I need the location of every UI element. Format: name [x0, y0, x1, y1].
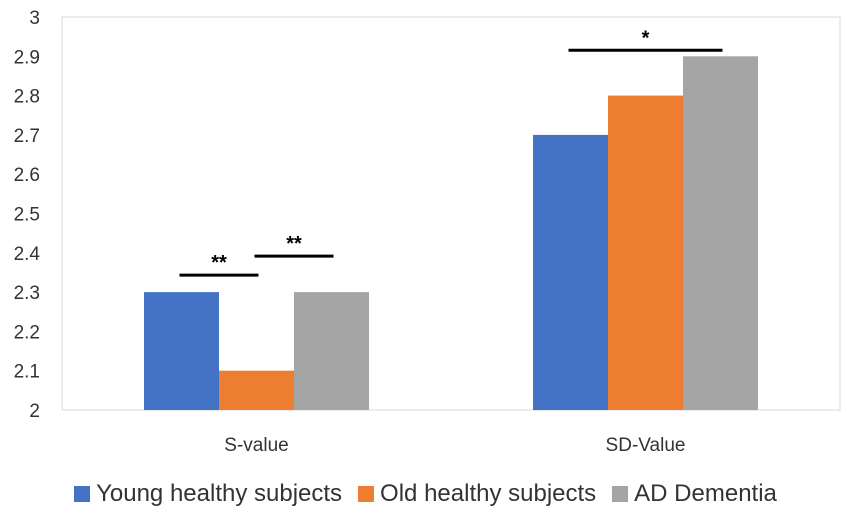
- y-tick-label: 2.8: [14, 87, 40, 108]
- legend-label-old: Old healthy subjects: [380, 480, 597, 507]
- bar: [608, 95, 683, 410]
- x-axis: S-value SD-Value: [224, 435, 685, 456]
- y-tick-label: 2.1: [14, 362, 40, 383]
- bar: [533, 134, 608, 410]
- y-tick-label: 3: [29, 8, 40, 29]
- bar: [219, 370, 294, 410]
- bar: [144, 292, 219, 410]
- legend-label-young: Young healthy subjects: [96, 480, 343, 507]
- bars: [144, 56, 758, 411]
- significance-annotations: *****: [179, 27, 723, 277]
- y-tick-label: 2.9: [14, 47, 40, 68]
- y-tick-label: 2.7: [14, 126, 40, 147]
- y-tick-label: 2.2: [14, 322, 40, 343]
- legend-swatch-ad: [612, 486, 629, 502]
- x-category-label: S-value: [224, 435, 288, 456]
- y-tick-label: 2.6: [14, 165, 40, 186]
- legend-item-ad: AD Dementia: [612, 480, 777, 508]
- legend-item-old: Old healthy subjects: [358, 480, 596, 508]
- x-category-label: SD-Value: [606, 435, 686, 456]
- legend-label-ad: AD Dementia: [634, 480, 777, 507]
- y-tick-label: 2: [29, 401, 40, 422]
- legend-swatch-young: [74, 486, 91, 502]
- bar: [294, 292, 369, 410]
- y-tick-label: 2.5: [14, 205, 40, 226]
- y-tick-label: 2.3: [14, 283, 40, 304]
- legend-item-young: Young healthy subjects: [74, 480, 342, 508]
- bar: [683, 56, 758, 411]
- legend: Young healthy subjects Old healthy subje…: [0, 480, 851, 508]
- y-axis: 2 2.1 2.2 2.3 2.4 2.5 2.6 2.7 2.8 2.9 3: [14, 8, 41, 422]
- significance-label: **: [211, 252, 227, 274]
- significance-label: *: [642, 27, 650, 49]
- y-tick-label: 2.4: [14, 244, 41, 265]
- legend-swatch-old: [358, 486, 375, 502]
- significance-label: **: [286, 233, 302, 255]
